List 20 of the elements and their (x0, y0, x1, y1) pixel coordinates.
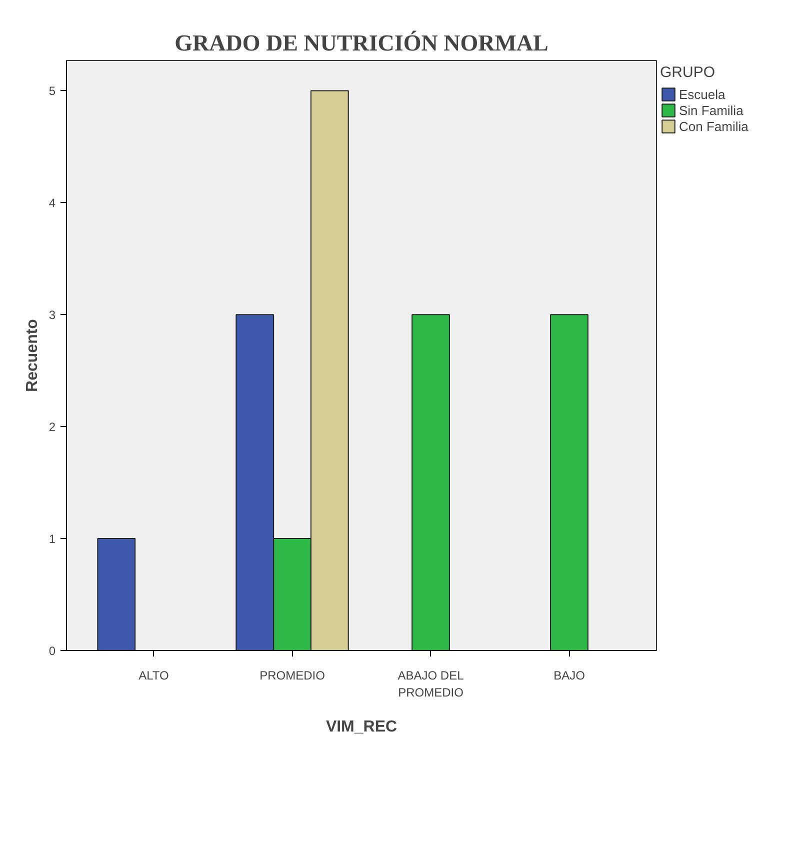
y-tick-label: 1 (48, 532, 56, 546)
y-tick-label: 3 (48, 308, 56, 322)
y-tick-label: 5 (48, 84, 56, 98)
chart-title: GRADO DE NUTRICIÓN NORMAL (174, 30, 548, 56)
x-tick-label: ALTO (138, 668, 169, 682)
y-tick-label: 0 (48, 644, 56, 658)
bar (550, 314, 588, 650)
x-axis-title: VIM_REC (326, 718, 398, 736)
bar (97, 538, 136, 650)
legend-label: Escuela (679, 86, 726, 102)
y-tick-label: 2 (48, 420, 56, 434)
x-tick-label: ABAJO DEL PROMEDIO (398, 668, 464, 700)
legend-label: Sin Familia (679, 102, 744, 118)
legend-title: GRUPO (660, 64, 716, 81)
legend-label: Con Familia (679, 118, 748, 134)
bar (412, 314, 450, 650)
y-tick-label: 4 (48, 196, 56, 210)
x-tick-label: PROMEDIO (260, 668, 325, 682)
x-tick-label: BAJO (554, 668, 585, 682)
y-axis-title: Recuento (24, 318, 41, 392)
